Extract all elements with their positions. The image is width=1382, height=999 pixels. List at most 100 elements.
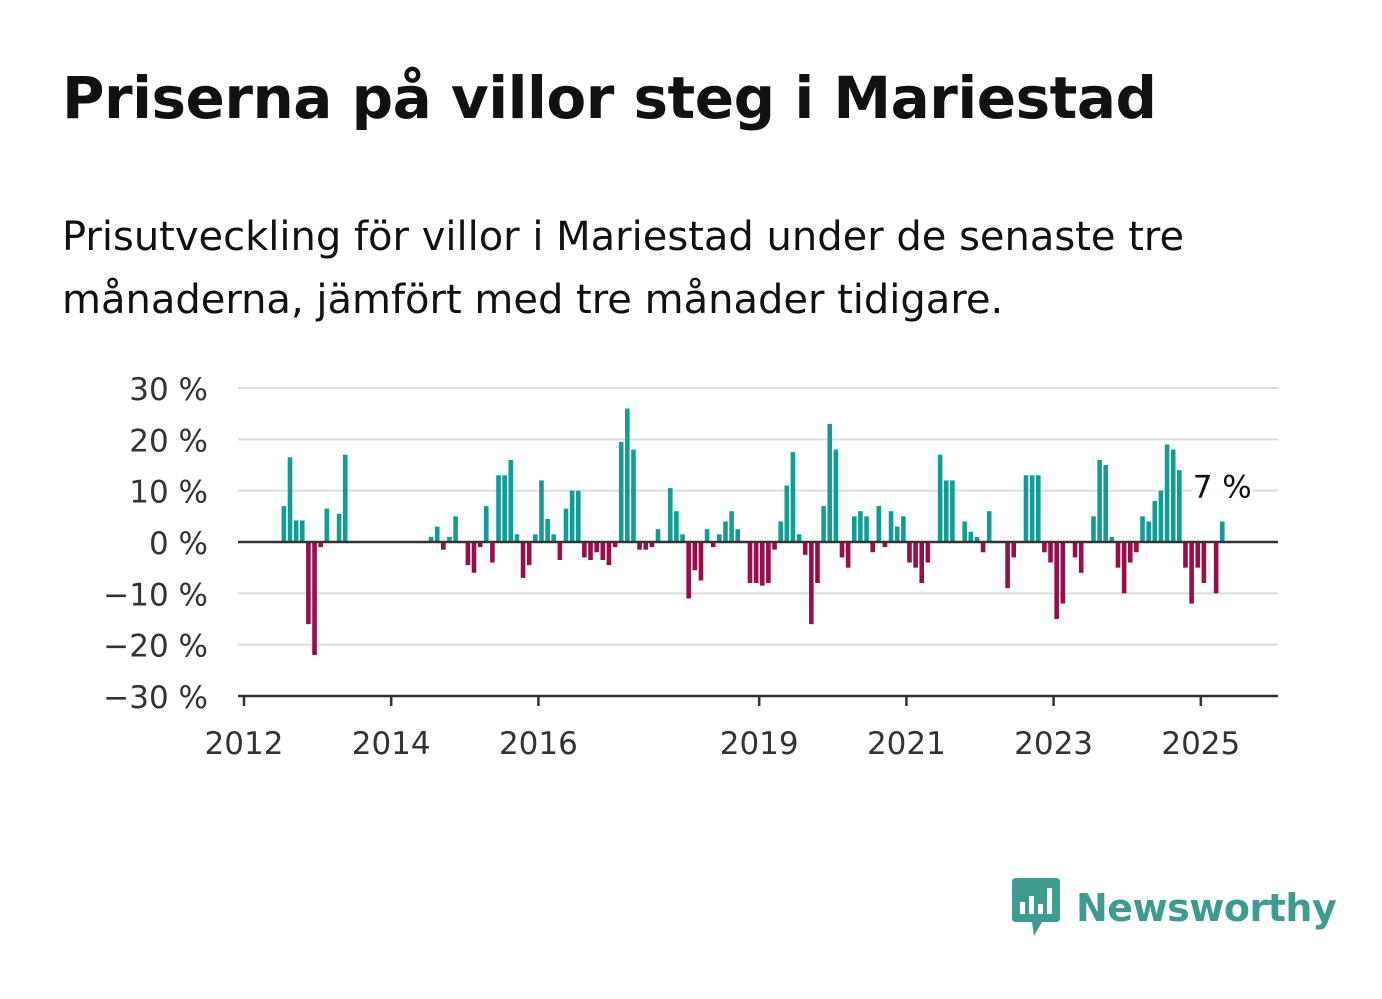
bar-positive xyxy=(1152,500,1158,542)
bar-positive xyxy=(453,516,458,542)
bar-negative xyxy=(759,542,765,586)
bar-positive xyxy=(336,513,342,542)
bar-positive xyxy=(876,506,882,542)
newsworthy-logo-icon xyxy=(1012,878,1060,936)
bar-positive xyxy=(888,511,894,542)
bar-negative xyxy=(490,542,495,563)
tick-labels: 30 % 20 % 10 % 0 % −10 % −20 % −30 % 2012 2014 20… xyxy=(103,372,1253,762)
bar-positive xyxy=(1029,475,1035,542)
bar-negative xyxy=(306,542,311,625)
bar-positive xyxy=(502,475,507,542)
bar-positive xyxy=(901,516,906,542)
bar-positive xyxy=(821,506,826,542)
bar-positive xyxy=(618,441,624,542)
bar-positive xyxy=(496,475,501,542)
bar-positive xyxy=(1177,470,1182,542)
bar-negative xyxy=(1201,542,1207,584)
bar-positive xyxy=(533,534,538,542)
bar-negative xyxy=(1054,542,1059,619)
bar-positive xyxy=(943,480,949,542)
bar-negative xyxy=(557,542,563,560)
x-tick-label: 2016 xyxy=(499,726,578,762)
bar-positive xyxy=(827,423,833,542)
bar-positive xyxy=(784,485,790,542)
bar-negative xyxy=(1011,542,1017,558)
bar-positive xyxy=(833,449,839,542)
bar-negative xyxy=(526,542,532,566)
bar-positive xyxy=(1140,516,1145,542)
bar-negative xyxy=(845,542,851,568)
bar-positive xyxy=(569,490,575,542)
bar-positive xyxy=(704,529,710,542)
bar-negative xyxy=(312,542,317,655)
bar-positive xyxy=(514,534,520,542)
y-tick-label: −10 % xyxy=(103,577,208,613)
bar-positive xyxy=(1219,521,1225,542)
bar-positive xyxy=(974,536,980,542)
bar-positive xyxy=(1109,536,1115,542)
bar-negative xyxy=(477,542,483,548)
bar-positive xyxy=(299,520,305,542)
bar-negative xyxy=(588,542,593,560)
bar-negative xyxy=(1042,542,1047,553)
bar-positive xyxy=(575,490,581,542)
bar-negative xyxy=(1005,542,1010,589)
bar-negative xyxy=(747,542,753,584)
bar-negative xyxy=(907,542,912,563)
bar-positive xyxy=(342,454,348,542)
bar-chart: 30 % 20 % 10 % 0 % −10 % −20 % −30 % 2012 2014 20… xyxy=(103,372,1278,762)
bar-negative xyxy=(870,542,875,553)
x-tick-label: 2025 xyxy=(1161,726,1240,762)
newsworthy-brand: Newsworthy xyxy=(1010,876,1337,940)
bar-positive xyxy=(508,459,514,542)
bar-negative xyxy=(809,542,814,625)
bar-positive xyxy=(729,511,734,542)
bar-positive xyxy=(667,488,673,542)
bar-positive xyxy=(1164,444,1170,542)
bar-negative xyxy=(882,542,888,548)
bar-positive xyxy=(1097,459,1102,542)
y-tick-label: −20 % xyxy=(103,629,208,665)
bar-negative xyxy=(913,542,918,568)
bar-negative xyxy=(1189,542,1194,604)
bar-negative xyxy=(686,542,691,599)
bar-negative xyxy=(815,542,820,584)
bar-negative xyxy=(637,542,642,550)
bar-positive xyxy=(851,516,857,542)
bar-negative xyxy=(802,542,808,555)
bar-series xyxy=(281,408,1225,655)
bar-negative xyxy=(643,542,649,550)
bar-positive xyxy=(796,534,802,542)
bar-negative xyxy=(1195,542,1201,568)
bar-negative xyxy=(980,542,986,553)
bar-negative xyxy=(766,542,771,584)
bar-negative xyxy=(925,542,931,563)
bar-positive xyxy=(1170,449,1176,542)
bar-positive xyxy=(447,536,452,542)
y-tick-label: −30 % xyxy=(103,680,208,716)
bar-positive xyxy=(324,508,330,542)
y-tick-label: 30 % xyxy=(129,372,208,408)
y-tick-label: 0 % xyxy=(149,526,208,562)
bar-positive xyxy=(563,508,569,542)
bar-positive xyxy=(1146,521,1151,542)
chart-title: Priserna på villor steg i Mariestad xyxy=(62,64,1157,132)
bar-negative xyxy=(710,542,716,548)
bar-negative xyxy=(698,542,704,581)
bar-positive xyxy=(864,516,869,542)
bar-positive xyxy=(545,518,550,542)
bar-positive xyxy=(950,480,955,542)
bar-negative xyxy=(1121,542,1127,594)
grid-lines xyxy=(238,387,1278,646)
axes xyxy=(238,540,1278,706)
bar-negative xyxy=(520,542,526,578)
bar-positive xyxy=(723,521,728,542)
bar-negative xyxy=(471,542,477,573)
bar-negative xyxy=(600,542,606,560)
bar-positive xyxy=(680,534,685,542)
bar-positive xyxy=(674,511,679,542)
bar-negative xyxy=(919,542,925,584)
bar-positive xyxy=(293,520,299,542)
y-tick-label: 20 % xyxy=(129,423,208,459)
bar-negative xyxy=(1060,542,1066,604)
